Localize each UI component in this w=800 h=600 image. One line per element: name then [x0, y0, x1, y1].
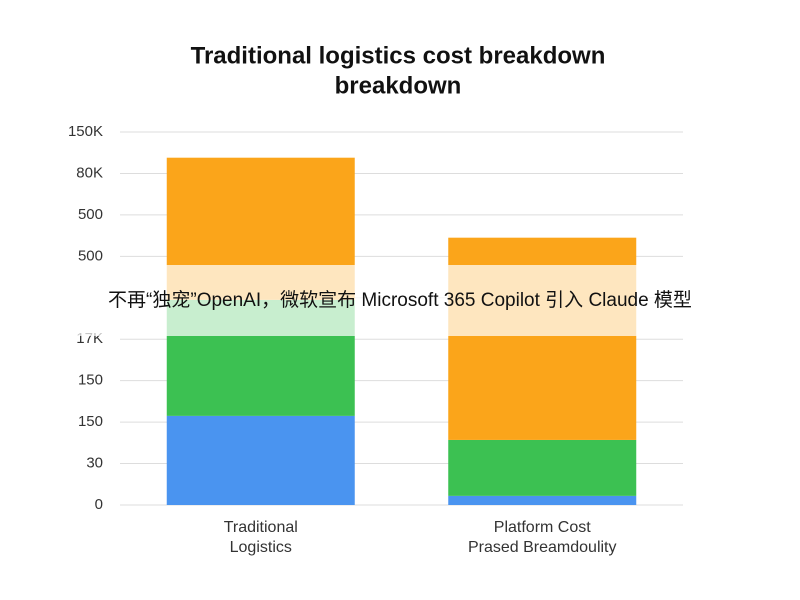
- banner-text: 不再“独宠”OpenAI，微软宣布 Microsoft 365 Copilot …: [108, 289, 692, 311]
- x-tick-label: Prased Breamdoulity: [468, 539, 617, 556]
- y-tick-label: 150: [78, 413, 103, 430]
- chart-title: Traditional logistics cost breakdown: [191, 42, 606, 69]
- y-tick-label: 30: [86, 455, 103, 472]
- bar-segment: [448, 495, 637, 505]
- x-tick-label: Traditional: [224, 519, 298, 536]
- y-tick-label: 500: [78, 206, 103, 223]
- y-tick-label: 80K: [76, 164, 103, 181]
- chart-title: breakdown: [335, 72, 462, 99]
- y-tick-label: 500: [78, 247, 103, 264]
- bar-segment: [448, 439, 637, 496]
- y-tick-label: 150: [78, 372, 103, 389]
- y-tick-label: 150K: [68, 123, 103, 140]
- banner: [0, 265, 800, 336]
- x-tick-label: Platform Cost: [494, 519, 591, 536]
- bar-segment: [166, 415, 355, 505]
- x-tick-label: Logistics: [230, 539, 292, 556]
- y-tick-label: 0: [95, 496, 103, 513]
